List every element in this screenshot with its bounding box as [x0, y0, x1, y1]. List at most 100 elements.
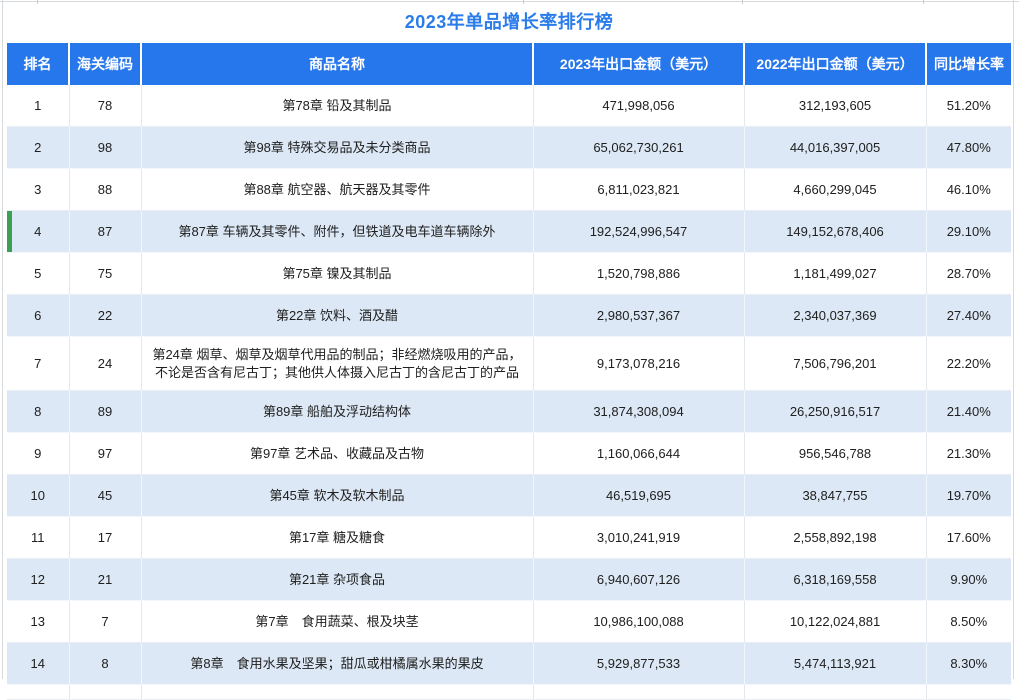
cell-hs-code[interactable]: 88 — [69, 168, 142, 211]
cell-hs-code[interactable]: 8 — [69, 642, 142, 685]
cell-amount-2023[interactable]: 65,062,730,261 — [533, 126, 745, 169]
col-header-product-name[interactable]: 商品名称 — [141, 43, 534, 85]
cell-hs-code[interactable]: 98 — [69, 126, 142, 169]
cell-hs-code[interactable]: 17 — [69, 516, 142, 559]
cell-amount-2022[interactable]: 6,318,169,558 — [744, 558, 927, 601]
cell-amount-2023[interactable]: 471,998,056 — [533, 85, 745, 127]
cell-growth-rate[interactable]: 28.70% — [926, 252, 1011, 295]
cell-growth-rate[interactable]: 47.80% — [926, 126, 1011, 169]
cell-growth-rate[interactable]: 9.90% — [926, 558, 1011, 601]
cell-hs-code[interactable]: 22 — [69, 294, 142, 337]
grid-tick — [523, 0, 524, 4]
cell-growth-rate[interactable]: 46.10% — [926, 168, 1011, 211]
cell-hs-code[interactable]: 78 — [69, 85, 142, 127]
cell-growth-rate[interactable]: 22.20% — [926, 336, 1011, 391]
cell-growth-rate[interactable]: 19.70% — [926, 474, 1011, 517]
cell-hs-code[interactable]: 97 — [69, 432, 142, 475]
cell-amount-2023[interactable]: 46,519,695 — [533, 474, 745, 517]
cell-amount-2023[interactable]: 2,980,537,367 — [533, 294, 745, 337]
cell-amount-2022[interactable]: 26,250,916,517 — [744, 390, 927, 433]
cell-product-name[interactable]: 第87章 车辆及其零件、附件，但铁道及电车道车辆除外 — [141, 210, 534, 253]
cell-rank[interactable]: 10 — [7, 474, 70, 517]
cell-amount-2023[interactable]: 10,986,100,088 — [533, 600, 745, 643]
cell-product-name[interactable]: 第45章 软木及软木制品 — [141, 474, 534, 517]
cell-rank[interactable]: 13 — [7, 600, 70, 643]
cell-amount-2022[interactable]: 44,016,397,005 — [744, 126, 927, 169]
col-header-growth-rate[interactable]: 同比增长率 — [926, 43, 1011, 85]
cell-amount-2022[interactable]: 312,193,605 — [744, 85, 927, 127]
cell-growth-rate[interactable]: 17.60% — [926, 516, 1011, 559]
cell-amount-2023[interactable]: 1,520,798,886 — [533, 252, 745, 295]
cell-growth-rate[interactable]: 51.20% — [926, 85, 1011, 127]
cell-product-name[interactable]: 第17章 糖及糖食 — [141, 516, 534, 559]
cell-hs-code[interactable]: 45 — [69, 474, 142, 517]
cell-amount-2023[interactable]: 6,940,607,126 — [533, 558, 745, 601]
table-row: 7 24 第24章 烟草、烟草及烟草代用品的制品；非经燃烧吸用的产品，不论是否含有尼… — [7, 336, 1011, 391]
cell-product-name[interactable]: 第88章 航空器、航天器及其零件 — [141, 168, 534, 211]
cell-rank[interactable]: 4 — [7, 210, 70, 253]
cell-amount-2023[interactable]: 9,173,078,216 — [533, 336, 745, 391]
empty-cell — [141, 684, 534, 700]
cell-rank[interactable]: 2 — [7, 126, 70, 169]
cell-hs-code[interactable]: 89 — [69, 390, 142, 433]
cell-amount-2022[interactable]: 4,660,299,045 — [744, 168, 927, 211]
cell-amount-2022[interactable]: 5,474,113,921 — [744, 642, 927, 685]
cell-amount-2022[interactable]: 2,558,892,198 — [744, 516, 927, 559]
cell-rank[interactable]: 5 — [7, 252, 70, 295]
cell-growth-rate[interactable]: 8.50% — [926, 600, 1011, 643]
cell-product-name[interactable]: 第24章 烟草、烟草及烟草代用品的制品；非经燃烧吸用的产品，不论是否含有尼古丁；… — [141, 336, 534, 391]
cell-product-name[interactable]: 第97章 艺术品、收藏品及古物 — [141, 432, 534, 475]
cell-hs-code[interactable]: 87 — [69, 210, 142, 253]
cell-rank[interactable]: 7 — [7, 336, 70, 391]
cell-rank[interactable]: 6 — [7, 294, 70, 337]
cell-amount-2023[interactable]: 5,929,877,533 — [533, 642, 745, 685]
cell-product-name[interactable]: 第7章 食用蔬菜、根及块茎 — [141, 600, 534, 643]
cell-growth-rate[interactable]: 27.40% — [926, 294, 1011, 337]
table-row: 8 89 第89章 船舶及浮动结构体 31,874,308,094 26,250,916… — [7, 390, 1011, 433]
cell-amount-2022[interactable]: 2,340,037,369 — [744, 294, 927, 337]
cell-rank[interactable]: 14 — [7, 642, 70, 685]
cell-amount-2023[interactable]: 1,160,066,644 — [533, 432, 745, 475]
table-row: 5 75 第75章 镍及其制品 1,520,798,886 1,181,499,027 2… — [7, 252, 1011, 295]
cell-product-name[interactable]: 第21章 杂项食品 — [141, 558, 534, 601]
cell-amount-2022[interactable]: 10,122,024,881 — [744, 600, 927, 643]
cell-rank[interactable]: 8 — [7, 390, 70, 433]
empty-cell — [533, 684, 745, 700]
cell-hs-code[interactable]: 7 — [69, 600, 142, 643]
cell-hs-code[interactable]: 75 — [69, 252, 142, 295]
empty-cell — [7, 684, 70, 700]
cell-amount-2022[interactable]: 38,847,755 — [744, 474, 927, 517]
cell-amount-2023[interactable]: 3,010,241,919 — [533, 516, 745, 559]
grid-tick — [37, 0, 38, 4]
cell-amount-2022[interactable]: 7,506,796,201 — [744, 336, 927, 391]
table-row: 1 78 第78章 铅及其制品 471,998,056 312,193,605 51.20… — [7, 85, 1011, 127]
col-header-amount-2022[interactable]: 2022年出口金额（美元） — [744, 43, 927, 85]
cell-amount-2023[interactable]: 192,524,996,547 — [533, 210, 745, 253]
col-header-amount-2023[interactable]: 2023年出口金额（美元） — [533, 43, 745, 85]
cell-product-name[interactable]: 第75章 镍及其制品 — [141, 252, 534, 295]
cell-hs-code[interactable]: 24 — [69, 336, 142, 391]
cell-rank[interactable]: 11 — [7, 516, 70, 559]
cell-growth-rate[interactable]: 21.40% — [926, 390, 1011, 433]
cell-amount-2023[interactable]: 6,811,023,821 — [533, 168, 745, 211]
cell-product-name[interactable]: 第98章 特殊交易品及未分类商品 — [141, 126, 534, 169]
col-header-hs-code[interactable]: 海关编码 — [69, 43, 142, 85]
cell-growth-rate[interactable]: 29.10% — [926, 210, 1011, 253]
cell-rank[interactable]: 1 — [7, 85, 70, 127]
cell-amount-2022[interactable]: 956,546,788 — [744, 432, 927, 475]
cell-amount-2023[interactable]: 31,874,308,094 — [533, 390, 745, 433]
cell-rank[interactable]: 9 — [7, 432, 70, 475]
cell-growth-rate[interactable]: 8.30% — [926, 642, 1011, 685]
cell-rank[interactable]: 3 — [7, 168, 70, 211]
col-header-rank[interactable]: 排名 — [7, 43, 70, 85]
table-row: 4 87 第87章 车辆及其零件、附件，但铁道及电车道车辆除外 192,524,996… — [7, 210, 1011, 253]
cell-hs-code[interactable]: 21 — [69, 558, 142, 601]
cell-rank[interactable]: 12 — [7, 558, 70, 601]
cell-product-name[interactable]: 第78章 铅及其制品 — [141, 85, 534, 127]
cell-amount-2022[interactable]: 1,181,499,027 — [744, 252, 927, 295]
cell-product-name[interactable]: 第8章 食用水果及坚果；甜瓜或柑橘属水果的果皮 — [141, 642, 534, 685]
cell-growth-rate[interactable]: 21.30% — [926, 432, 1011, 475]
cell-product-name[interactable]: 第89章 船舶及浮动结构体 — [141, 390, 534, 433]
cell-amount-2022[interactable]: 149,152,678,406 — [744, 210, 927, 253]
cell-product-name[interactable]: 第22章 饮料、酒及醋 — [141, 294, 534, 337]
